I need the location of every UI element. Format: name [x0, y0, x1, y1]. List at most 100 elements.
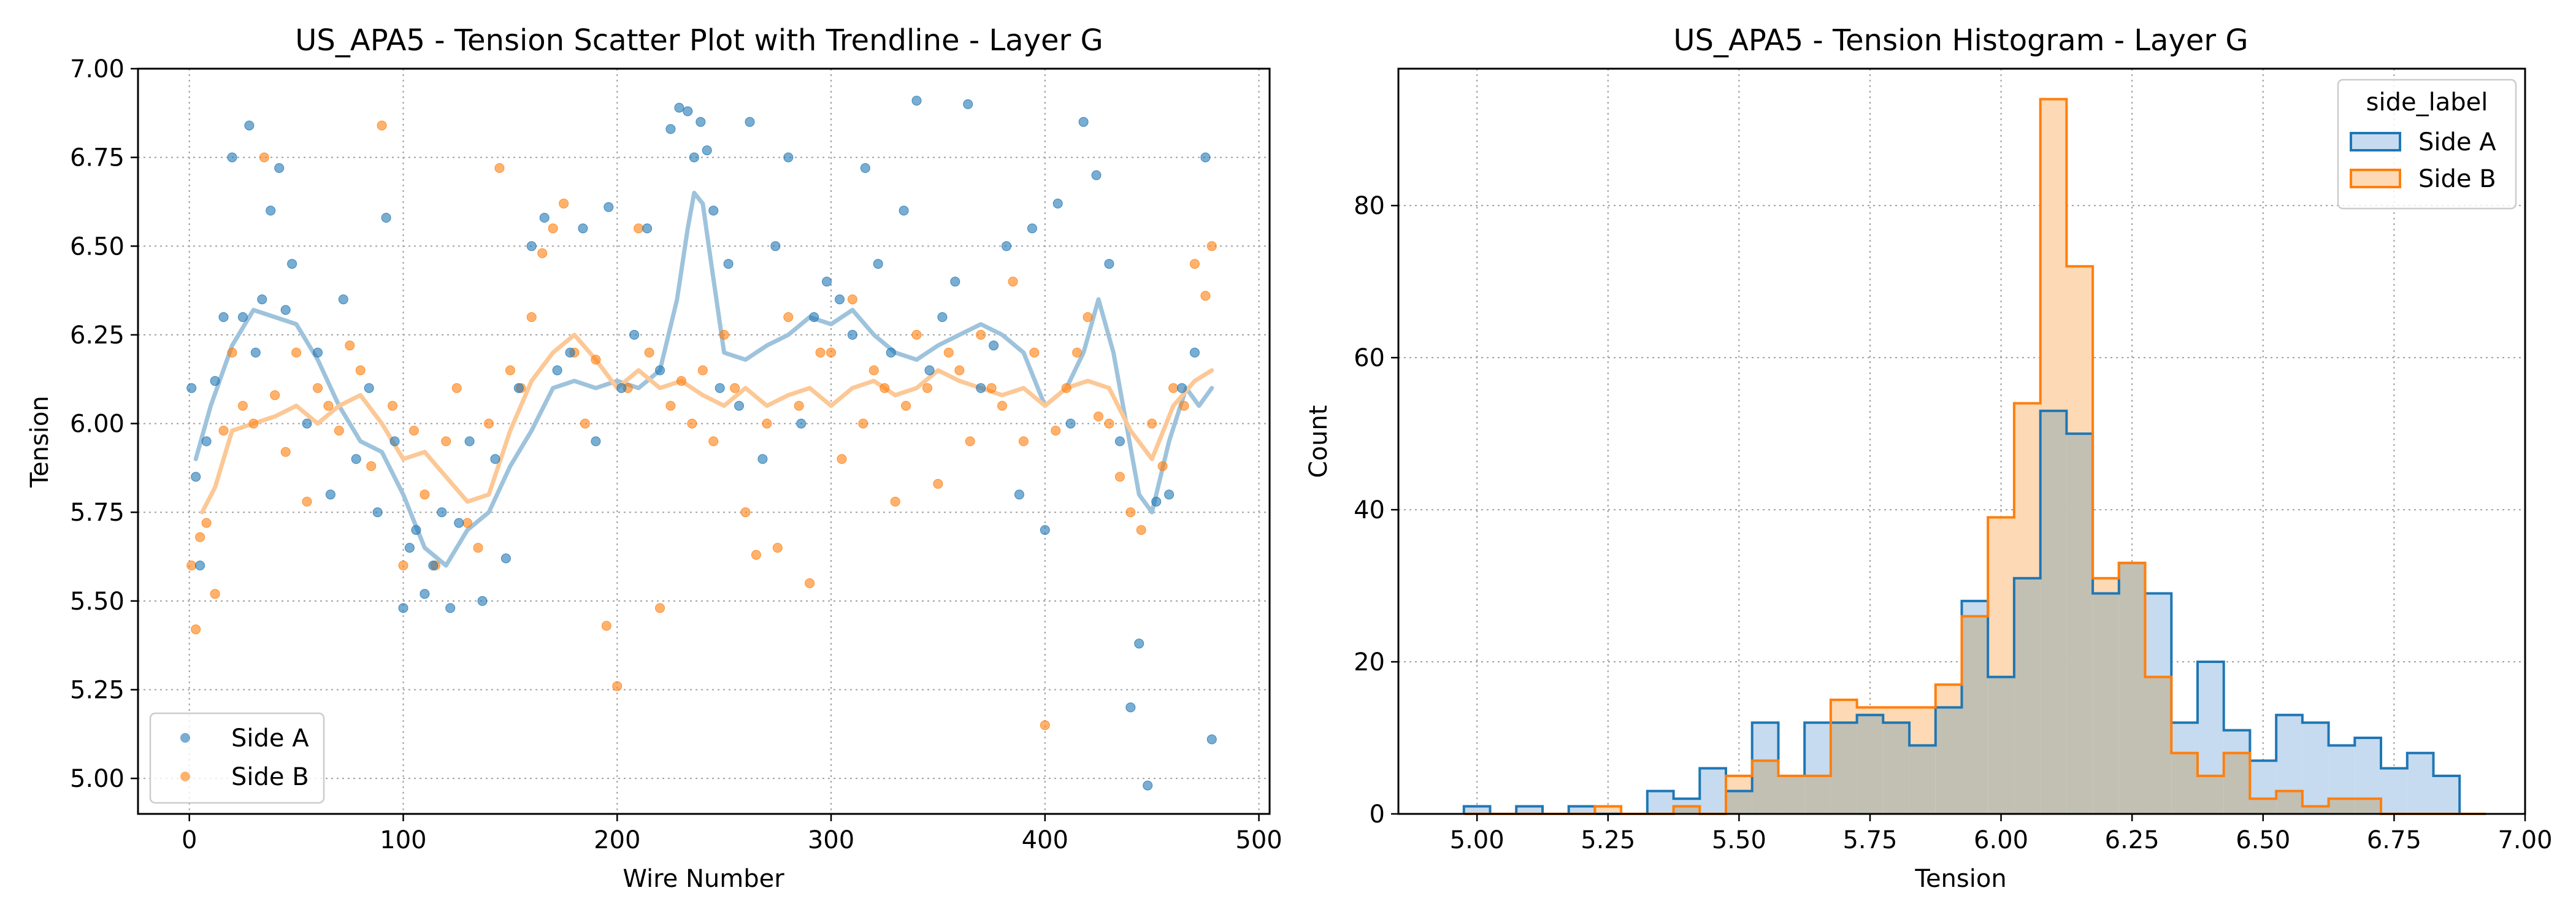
histogram-bar-side-a — [1568, 806, 1595, 814]
histogram-bar-overlap — [1988, 677, 2014, 814]
histogram-x-tick-label: 5.25 — [1581, 826, 1635, 854]
point-side-a — [490, 454, 500, 464]
histogram-bar-side-b — [2093, 578, 2119, 594]
point-side-b — [880, 383, 890, 393]
point-side-a — [989, 340, 999, 351]
point-side-a — [218, 312, 229, 322]
point-side-b — [494, 163, 505, 173]
point-side-a — [665, 124, 676, 134]
histogram-bar-overlap — [1726, 791, 1752, 814]
point-side-a — [847, 329, 857, 340]
point-side-a — [796, 418, 807, 429]
point-side-b — [794, 401, 804, 411]
histogram-bar-overlap — [1752, 761, 1779, 814]
point-side-b — [1083, 312, 1093, 322]
scatter-y-tick-label: 5.75 — [70, 499, 125, 527]
scatter-y-tick-label: 5.50 — [70, 588, 125, 616]
point-side-b — [1104, 418, 1114, 429]
histogram-legend: side_label Side A Side B — [2337, 79, 2517, 210]
point-side-b — [388, 401, 397, 411]
legend-label-side-b: Side B — [2418, 165, 2496, 193]
point-side-a — [873, 259, 883, 269]
scatter-x-tick-label: 300 — [808, 826, 854, 854]
histogram-x-tick-label: 5.50 — [1712, 826, 1766, 854]
point-side-b — [1040, 720, 1050, 730]
point-side-b — [1168, 383, 1179, 393]
point-side-a — [454, 518, 464, 528]
point-side-a — [734, 401, 744, 411]
histogram-bar-side-a — [1961, 600, 1988, 616]
histogram-bar-side-a — [1700, 768, 1727, 814]
legend-label-side-a: Side A — [2418, 128, 2496, 156]
histogram-legend-title: side_label — [2366, 88, 2488, 117]
point-side-b — [1125, 507, 1136, 518]
point-side-b — [408, 426, 419, 436]
point-side-b — [195, 532, 205, 542]
point-side-b — [697, 365, 708, 375]
point-side-b — [291, 347, 302, 358]
scatter-x-tick-label: 100 — [380, 826, 426, 854]
point-side-b — [377, 120, 387, 131]
point-side-b — [548, 223, 558, 234]
histogram-bar-overlap — [2118, 562, 2145, 814]
histogram-bar-side-a — [2328, 745, 2355, 799]
point-side-a — [244, 120, 255, 131]
point-side-a — [886, 347, 896, 358]
point-side-b — [1200, 291, 1211, 301]
point-side-a — [642, 223, 653, 234]
point-side-a — [591, 436, 601, 447]
point-side-a — [1134, 638, 1144, 649]
histogram-bar-side-a — [2381, 768, 2407, 814]
scatter-x-tick-label: 200 — [594, 826, 640, 854]
point-side-b — [922, 383, 932, 393]
point-side-b — [601, 621, 611, 631]
histogram-bar-side-a — [2302, 723, 2329, 807]
point-side-a — [195, 561, 205, 570]
histogram-y-tick-label: 60 — [1354, 344, 1385, 372]
point-side-a — [338, 294, 348, 305]
point-side-a — [1065, 418, 1076, 429]
legend-marker-side-a — [180, 733, 190, 743]
point-side-a — [250, 347, 261, 358]
point-side-a — [578, 223, 588, 234]
point-side-a — [1177, 383, 1187, 393]
point-side-b — [1147, 418, 1157, 429]
point-side-b — [708, 436, 719, 447]
point-side-a — [1206, 734, 1217, 745]
point-side-a — [822, 277, 832, 287]
scatter-y-tick-label: 6.75 — [70, 144, 125, 172]
point-side-a — [1104, 259, 1114, 269]
trendline-side-b — [200, 332, 1214, 515]
histogram-bar-side-b — [1857, 707, 1884, 715]
point-side-b — [655, 603, 665, 613]
histogram-bar-side-b — [2014, 403, 2041, 578]
point-side-b — [1114, 472, 1125, 482]
histogram-bar-overlap — [1857, 715, 1884, 814]
point-side-b — [687, 418, 697, 429]
point-side-a — [210, 376, 220, 386]
point-side-b — [559, 198, 569, 209]
point-side-a — [770, 241, 781, 251]
point-side-b — [676, 376, 686, 386]
histogram-bar-overlap — [2250, 799, 2277, 814]
legend-label-side-b: Side B — [231, 763, 309, 791]
point-side-b — [484, 418, 494, 429]
histogram-bar-side-b — [1909, 707, 1936, 746]
scatter-x-tick-label: 400 — [1022, 826, 1068, 854]
histogram-bar-side-b — [1830, 700, 1857, 723]
point-side-b — [976, 329, 986, 340]
point-side-b — [858, 418, 868, 429]
point-side-b — [451, 383, 462, 393]
point-side-a — [287, 259, 297, 269]
point-side-a — [950, 277, 960, 287]
scatter-y-tick-label: 6.25 — [70, 321, 125, 350]
point-side-b — [248, 418, 259, 429]
point-side-a — [464, 436, 475, 447]
point-side-a — [1164, 489, 1175, 500]
legend-swatch-side-a — [2350, 132, 2401, 151]
point-side-a — [809, 312, 819, 322]
legend-swatch-side-b — [2350, 169, 2401, 188]
point-side-a — [723, 259, 734, 269]
histogram-bar-overlap — [2276, 791, 2302, 814]
point-side-b — [323, 401, 334, 411]
